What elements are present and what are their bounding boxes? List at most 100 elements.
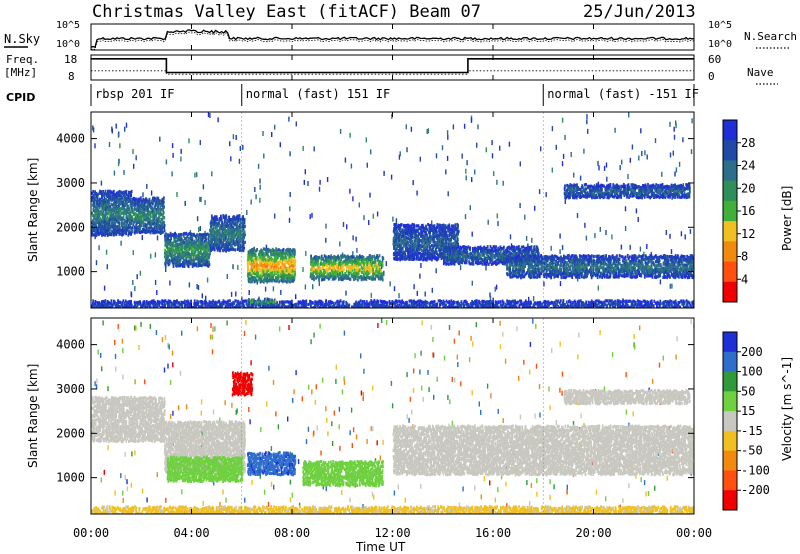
echo-cell — [277, 273, 280, 277]
echo-cell — [154, 205, 156, 209]
echo-cell — [238, 247, 240, 251]
echo-cell — [178, 250, 181, 254]
echo-speckle — [307, 181, 309, 186]
echo-cell — [177, 233, 180, 237]
echo-cell — [453, 233, 456, 237]
echo-speckle — [342, 221, 345, 227]
echo-cell — [123, 211, 125, 215]
echo-cell — [497, 250, 500, 254]
echo-cell — [500, 260, 503, 264]
echo-cell — [91, 231, 94, 235]
echo-cell — [432, 230, 434, 234]
echo-cell — [130, 221, 133, 225]
echo-cell — [440, 234, 443, 238]
echo-cell — [406, 255, 409, 259]
echo-cell — [275, 276, 278, 280]
echo-cell — [443, 242, 445, 246]
echo-cell — [515, 263, 517, 267]
echo-cell — [505, 263, 508, 267]
echo-cell — [173, 259, 175, 263]
echo-cell — [149, 229, 152, 233]
echo-cell — [276, 277, 279, 281]
echo-cell — [210, 224, 212, 228]
echo-cell — [177, 253, 180, 257]
echo-cell — [214, 215, 216, 219]
echo-cell — [380, 261, 383, 265]
echo-cell — [497, 261, 500, 265]
echo-cell — [98, 210, 101, 214]
echo-speckle — [248, 290, 250, 295]
echo-cell — [203, 246, 205, 250]
echo-speckle — [477, 124, 479, 130]
echo-speckle — [111, 126, 113, 132]
echo-cell — [179, 254, 182, 258]
echo-cell — [257, 263, 259, 267]
echo-cell — [448, 253, 451, 257]
echo-cell — [129, 204, 132, 208]
echo-cell — [437, 238, 440, 242]
echo-cell — [253, 253, 256, 257]
echo-cell — [190, 243, 192, 247]
echo-cell — [550, 265, 553, 270]
echo-cell — [101, 207, 104, 211]
echo-cell — [495, 245, 497, 249]
echo-cell — [364, 265, 367, 269]
echo-cell — [337, 254, 339, 258]
echo-cell — [376, 275, 379, 279]
echo-speckle — [199, 226, 201, 231]
echo-cell — [401, 228, 404, 232]
echo-cell — [228, 215, 230, 219]
echo-cell — [458, 252, 461, 256]
echo-cell — [116, 197, 119, 201]
echo-cell — [158, 224, 161, 228]
echo-cell — [455, 259, 458, 263]
echo-speckle — [426, 129, 428, 134]
echo-cell — [240, 225, 242, 229]
echo-cell — [285, 269, 288, 273]
echo-cell — [108, 195, 111, 199]
echo-cell — [242, 227, 245, 231]
echo-cell — [126, 226, 129, 230]
echo-cell — [522, 257, 525, 261]
echo-cell — [426, 233, 428, 237]
echo-cell — [427, 254, 429, 258]
echo-speckle — [534, 205, 536, 211]
echo-cell — [357, 278, 359, 282]
echo-cell — [234, 218, 237, 222]
echo-cell — [529, 269, 532, 274]
echo-cell — [537, 249, 540, 253]
echo-cell — [325, 269, 328, 273]
echo-speckle — [350, 163, 353, 169]
echo-cell — [190, 257, 192, 261]
echo-cell — [263, 273, 266, 277]
echo-cell — [524, 258, 527, 262]
echo-cell — [480, 257, 483, 261]
echo-cell — [401, 251, 404, 255]
echo-cell — [294, 260, 297, 264]
echo-cell — [225, 243, 228, 247]
echo-cell — [254, 269, 257, 273]
echo-speckle — [370, 292, 372, 298]
echo-cell — [168, 247, 171, 251]
echo-speckle — [257, 163, 260, 169]
echo-cell — [291, 254, 294, 258]
echo-cell — [124, 202, 127, 206]
echo-cell — [454, 223, 457, 227]
echo-cell — [325, 263, 328, 268]
echo-cell — [278, 248, 280, 252]
echo-cell — [401, 239, 403, 243]
echo-cell — [528, 258, 531, 262]
echo-cell — [523, 269, 526, 273]
echo-speckle — [318, 186, 321, 192]
echo-cell — [502, 258, 504, 262]
echo-cell — [263, 264, 265, 268]
echo-cell — [432, 250, 435, 254]
echo-cell — [433, 240, 436, 244]
echo-cell — [457, 229, 460, 233]
echo-cell — [339, 272, 341, 276]
echo-cell — [408, 257, 411, 261]
echo-cell — [115, 209, 118, 213]
echo-cell — [230, 235, 233, 239]
echo-speckle — [416, 290, 418, 296]
echo-cell — [534, 248, 536, 252]
